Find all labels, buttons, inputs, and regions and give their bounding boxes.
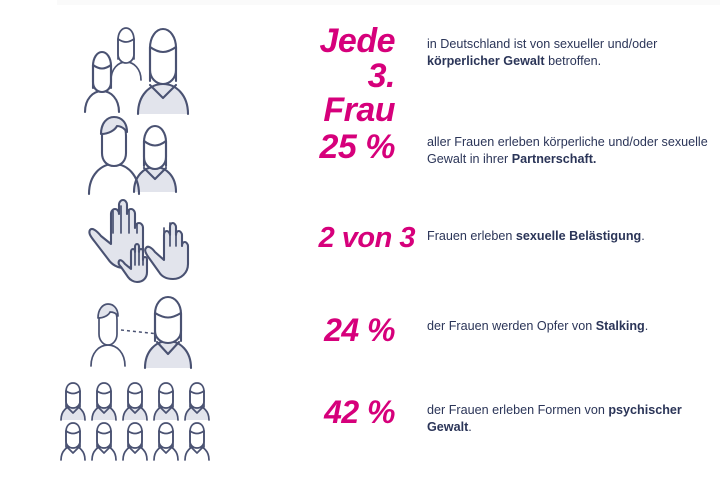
woman-grid-row-bottom <box>60 422 210 461</box>
stat-figure: 2 von 3 <box>318 222 416 254</box>
stalking-icon <box>0 294 290 370</box>
desc-segment: von <box>571 319 596 333</box>
desc-segment: von <box>584 403 609 417</box>
woman-grid-row-top <box>60 382 210 421</box>
desc-segment: betroffen. <box>544 54 602 69</box>
top-edge-band <box>57 0 720 5</box>
ten-women-grid-icon <box>0 382 290 462</box>
man-figure-watcher <box>90 303 126 367</box>
stat-figure: 24 % <box>324 312 395 348</box>
stat-description: Frauen erleben sexuelle Belästigung. <box>415 200 720 245</box>
stat-description: aller Frauen erleben körperliche und/ode… <box>395 112 720 169</box>
desc-segment: . <box>468 420 472 435</box>
man-figure-left <box>87 115 141 196</box>
woman-figure-left <box>83 50 121 114</box>
desc-segment: der Frauen werden Opfer <box>427 319 572 333</box>
hand-left-large <box>88 198 145 270</box>
stat-row: 25 % aller Frauen erleben körperliche un… <box>0 112 720 200</box>
stat-row: 42 % der Frauen erleben Formen von psych… <box>0 382 720 470</box>
couple-icon <box>0 112 290 196</box>
desc-segment-bold: Stalking <box>595 319 645 333</box>
desc-segment: . <box>644 319 649 333</box>
stat-description: in Deutschland ist von sexueller und/ode… <box>395 22 720 71</box>
hand-small <box>117 242 149 284</box>
desc-segment: in Deutschland ist von sexueller <box>427 37 608 51</box>
hand-right-large <box>144 221 190 281</box>
raised-hands-icon <box>0 198 290 286</box>
desc-segment-bold: sexuelle Belästigung <box>515 229 642 243</box>
desc-segment: und/oder sexuelle Gewalt in ihrer <box>427 135 708 167</box>
stat-figure: 42 % <box>324 394 395 430</box>
stat-figure: 25 % <box>319 128 396 166</box>
desc-segment-bold: psychischer Gewalt <box>427 403 682 435</box>
desc-segment-bold: Partnerschaft. <box>511 152 597 167</box>
stat-row: 24 % der Frauen werden Opfer von Stalkin… <box>0 294 720 376</box>
stat-description: der Frauen erleben Formen von psychische… <box>395 382 720 437</box>
desc-segment: . <box>641 229 645 243</box>
desc-segment: aller Frauen erleben körperliche <box>427 135 609 149</box>
desc-segment-bold: körperlicher Gewalt <box>427 54 545 69</box>
stat-row: Jede 3. Frau in Deutschland ist von sexu… <box>0 22 720 128</box>
stat-figure: Jede 3. Frau <box>319 22 396 130</box>
three-women-icon <box>0 22 290 118</box>
woman-figure-small-back <box>110 27 142 81</box>
desc-segment: und/oder <box>607 37 658 51</box>
woman-figure-right <box>132 124 178 194</box>
desc-segment: der Frauen erleben Formen <box>427 403 585 417</box>
stat-row: 2 von 3 Frauen erleben sexuelle Belästig… <box>0 198 720 290</box>
stat-description: der Frauen werden Opfer von Stalking. <box>395 294 720 335</box>
desc-segment: Frauen erleben <box>427 229 516 243</box>
woman-figure-target <box>143 295 193 370</box>
woman-figure-large-front <box>136 27 190 116</box>
